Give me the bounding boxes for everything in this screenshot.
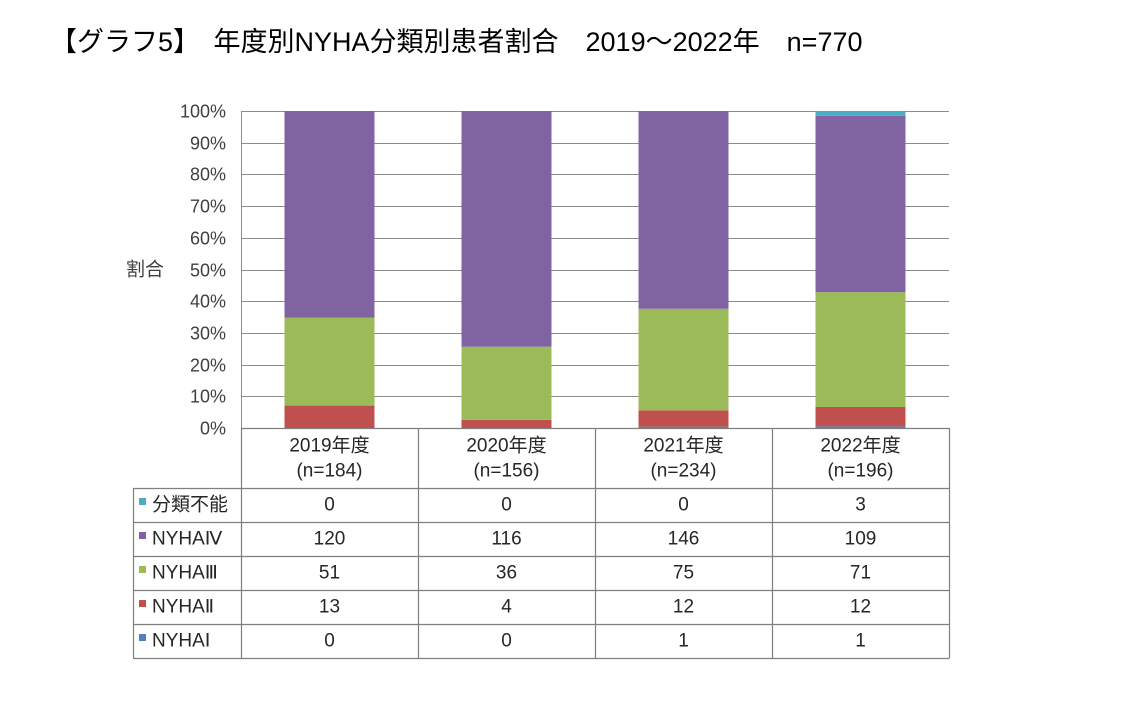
- category-sample-size: (n=196): [827, 461, 893, 482]
- table-cell-value: 51: [319, 563, 340, 584]
- category-sample-size: (n=234): [650, 461, 716, 482]
- bar-segment: [815, 115, 906, 293]
- table-cell-value: 0: [324, 495, 335, 516]
- category-label: 2020年度: [466, 435, 546, 457]
- table-cell-value: 1: [855, 631, 866, 652]
- legend-label: NYHAⅡ: [152, 597, 214, 618]
- legend-key: [139, 498, 146, 505]
- table-cell-value: 4: [501, 597, 512, 618]
- bar-segment: [461, 419, 552, 428]
- legend-key: [139, 600, 146, 607]
- category-label: 2019年度: [289, 435, 369, 457]
- legend-key: [139, 634, 146, 641]
- y-tick-label: 100%: [180, 102, 226, 122]
- bar-segment: [815, 406, 906, 427]
- category-sample-size: (n=184): [296, 461, 362, 482]
- y-tick-label: 50%: [190, 261, 226, 281]
- y-tick-label: 40%: [190, 292, 226, 312]
- bar-segment: [638, 308, 729, 411]
- legend-label: NYHAⅣ: [152, 529, 223, 550]
- table-cell-value: 146: [668, 529, 700, 550]
- bar-segment: [815, 111, 906, 116]
- legend-key: [139, 566, 146, 573]
- bar-segment: [638, 410, 729, 427]
- legend-key: [139, 532, 146, 539]
- table-cell-value: 71: [850, 563, 871, 584]
- table-cell-value: 0: [501, 631, 512, 652]
- bar-segment: [461, 346, 552, 420]
- table-cell-value: 120: [314, 529, 346, 550]
- table-cell-value: 1: [678, 631, 689, 652]
- y-tick-label: 10%: [190, 387, 226, 407]
- bar-segment: [638, 111, 729, 309]
- bar-segment: [284, 405, 375, 428]
- chart-title: 【グラフ5】 年度別NYHA分類別患者割合 2019～2022年 n=770: [50, 27, 863, 57]
- bar-segment: [638, 426, 729, 428]
- y-tick-label: 30%: [190, 324, 226, 344]
- legend-label: 分類不能: [152, 494, 228, 516]
- bar-segment: [284, 111, 375, 318]
- data-table: 2019年度 (n=184) 2020年度 (n=156) 2021年度 (n=234) 2…: [132, 427, 951, 660]
- bar-segment: [461, 111, 552, 347]
- table-cell-value: 12: [673, 597, 694, 618]
- bar-segment: [815, 292, 906, 407]
- table-cell-value: 3: [855, 495, 866, 516]
- y-tick-label: 70%: [190, 197, 226, 217]
- y-tick-label: 0%: [200, 419, 226, 439]
- table-cell-value: 13: [319, 597, 340, 618]
- category-label: 2022年度: [820, 435, 900, 457]
- y-tick-label: 60%: [190, 229, 226, 249]
- table-cell-value: 0: [678, 495, 689, 516]
- table-cell-value: 36: [496, 563, 517, 584]
- bar-segment: [815, 426, 906, 428]
- y-tick-label: 80%: [190, 165, 226, 185]
- category-sample-size: (n=156): [473, 461, 539, 482]
- table-cell-value: 0: [501, 495, 512, 516]
- y-axis-tick-labels: 0% 10% 20% 30% 40% 50% 60% 70% 80% 90% 100%: [180, 102, 226, 439]
- y-tick-label: 90%: [190, 134, 226, 154]
- table-cell-value: 109: [845, 529, 877, 550]
- y-tick-label: 20%: [190, 356, 226, 376]
- legend-label: NYHAⅠ: [152, 631, 210, 652]
- category-label: 2021年度: [643, 435, 723, 457]
- table-cell-value: 116: [491, 529, 521, 550]
- table-cell-value: 12: [850, 597, 871, 618]
- bar-segment: [284, 317, 375, 406]
- bars: [284, 111, 906, 428]
- table-cell-value: 0: [324, 631, 335, 652]
- legend-label: NYHAⅢ: [152, 563, 218, 584]
- table-cell-value: 75: [673, 563, 694, 584]
- y-axis-label: 割合: [126, 259, 164, 281]
